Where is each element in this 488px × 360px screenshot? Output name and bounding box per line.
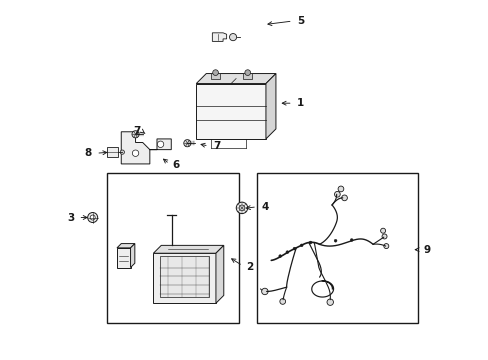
Circle shape bbox=[333, 239, 336, 242]
Circle shape bbox=[308, 241, 311, 244]
Circle shape bbox=[285, 251, 288, 253]
Text: 5: 5 bbox=[296, 16, 304, 26]
Circle shape bbox=[334, 192, 340, 197]
Text: 6: 6 bbox=[172, 160, 179, 170]
Circle shape bbox=[341, 195, 346, 201]
Text: 7: 7 bbox=[212, 141, 220, 152]
Circle shape bbox=[183, 140, 190, 147]
Circle shape bbox=[380, 228, 385, 233]
Polygon shape bbox=[121, 132, 171, 164]
Circle shape bbox=[349, 239, 352, 242]
Text: 9: 9 bbox=[423, 245, 430, 255]
Circle shape bbox=[383, 244, 388, 249]
Circle shape bbox=[132, 150, 139, 157]
Circle shape bbox=[381, 234, 386, 239]
Polygon shape bbox=[212, 33, 226, 41]
Bar bbox=[257, 173, 417, 323]
Text: 1: 1 bbox=[296, 98, 304, 108]
Polygon shape bbox=[196, 73, 275, 84]
Circle shape bbox=[278, 255, 281, 257]
Circle shape bbox=[279, 298, 285, 304]
Circle shape bbox=[120, 150, 124, 154]
Polygon shape bbox=[196, 84, 265, 139]
Polygon shape bbox=[117, 244, 135, 248]
Circle shape bbox=[157, 141, 163, 148]
Bar bbox=[243, 73, 251, 79]
Polygon shape bbox=[265, 73, 275, 139]
Polygon shape bbox=[216, 246, 224, 303]
Circle shape bbox=[292, 247, 295, 250]
Bar bbox=[107, 173, 239, 323]
Bar bbox=[211, 73, 220, 79]
Circle shape bbox=[236, 202, 247, 213]
Circle shape bbox=[244, 70, 250, 76]
Circle shape bbox=[90, 215, 95, 220]
Circle shape bbox=[229, 33, 236, 41]
Circle shape bbox=[132, 131, 139, 138]
Text: 8: 8 bbox=[84, 148, 92, 158]
Polygon shape bbox=[130, 244, 135, 267]
Polygon shape bbox=[153, 246, 224, 253]
Text: 3: 3 bbox=[67, 212, 74, 222]
Circle shape bbox=[300, 244, 303, 247]
Circle shape bbox=[87, 212, 98, 222]
Polygon shape bbox=[117, 248, 130, 267]
Circle shape bbox=[337, 186, 343, 192]
Circle shape bbox=[239, 205, 244, 211]
Bar bbox=[160, 256, 209, 297]
Text: 7: 7 bbox=[133, 126, 140, 136]
Circle shape bbox=[326, 299, 333, 305]
Circle shape bbox=[212, 70, 218, 76]
Text: 2: 2 bbox=[245, 262, 252, 272]
Polygon shape bbox=[153, 253, 216, 303]
Circle shape bbox=[261, 288, 267, 295]
Text: 4: 4 bbox=[261, 202, 268, 212]
Bar bbox=[106, 148, 118, 157]
